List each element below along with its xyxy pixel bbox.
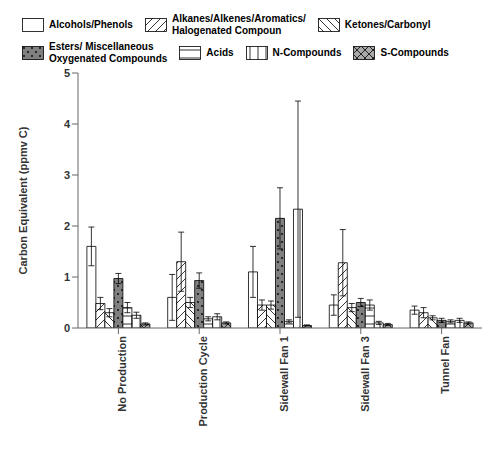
svg-text:4: 4	[64, 118, 71, 130]
svg-text:Tunnel Fan: Tunnel Fan	[439, 336, 451, 394]
svg-text:0: 0	[64, 322, 70, 334]
html-text:Ketones/Carbonyl: Ketones/Carbonyl	[344, 19, 431, 30]
html-text:Alkanes/Alkenes/Aromatics/ Hal: Alkanes/Alkenes/Aromatics/ Halogenated C…	[171, 13, 306, 36]
svg-text:2: 2	[64, 220, 70, 232]
svg-text:No Production: No Production	[116, 336, 128, 412]
html-text:N-Compounds: N-Compounds	[272, 47, 342, 58]
svg-text:5: 5	[64, 67, 70, 79]
svg-text:Sidewall Fan 1: Sidewall Fan 1	[278, 336, 290, 412]
svg-text:1: 1	[64, 271, 70, 283]
svg-text:Carbon Equivalent (ppmv C): Carbon Equivalent (ppmv C)	[17, 126, 29, 274]
svg-text:Sidewall Fan 3: Sidewall Fan 3	[359, 336, 371, 412]
svg-text:3: 3	[64, 169, 70, 181]
html-text:S-Compounds: S-Compounds	[380, 47, 449, 58]
svg-text:Production Cycle: Production Cycle	[197, 336, 209, 426]
html-text:Esters/ Miscellaneous Oxygenat: Esters/ Miscellaneous Oxygenated Compoun…	[49, 41, 168, 64]
html-text:Alcohols/Phenols: Alcohols/Phenols	[49, 19, 133, 30]
html-text:Acids: Acids	[206, 47, 234, 58]
